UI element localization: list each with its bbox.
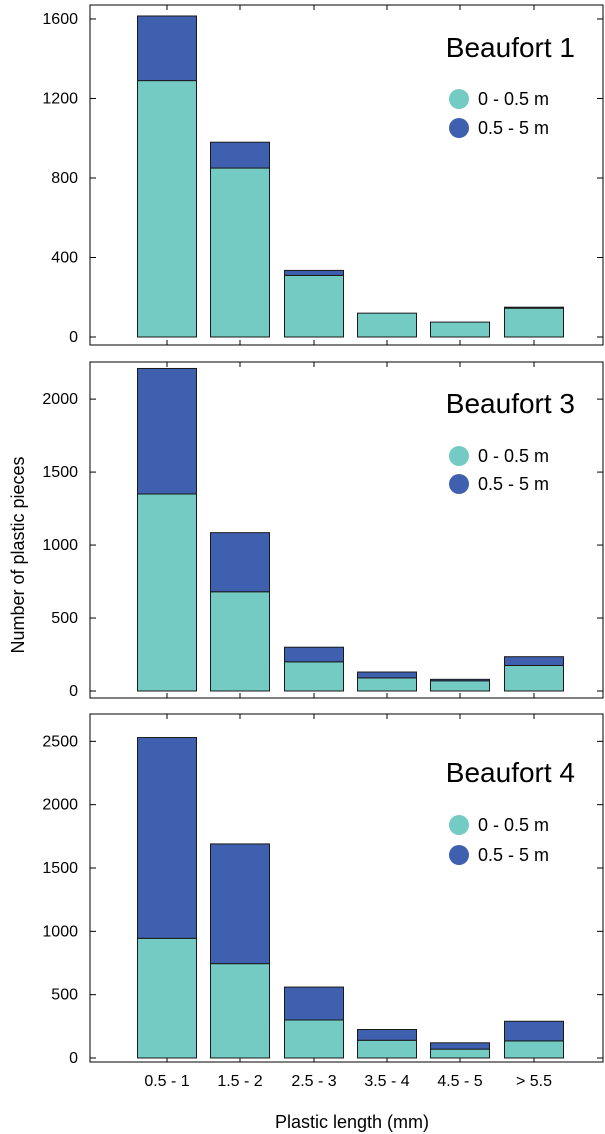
bar-0-0.5m bbox=[357, 1039, 417, 1059]
bar-0-0.5m bbox=[284, 274, 344, 338]
y-tick-label: 2000 bbox=[42, 391, 78, 408]
y-tick-label: 2000 bbox=[42, 797, 78, 814]
bar-0.5-5m bbox=[137, 15, 197, 82]
bar-0-0.5m bbox=[430, 680, 490, 692]
legend-label: 0 - 0.5 m bbox=[478, 89, 549, 109]
y-tick-label: 0 bbox=[69, 683, 78, 700]
bar-0.5-5m bbox=[284, 646, 344, 663]
bar-0.5-5m bbox=[430, 678, 490, 682]
panel-title: Beaufort 4 bbox=[446, 757, 575, 788]
bar-0-0.5m bbox=[284, 661, 344, 692]
panel-1: 0 400 800 1200 1600 Beaufort 1 0 - 0.5 m 0.5 - … bbox=[42, 4, 604, 346]
bar-0.5-5m bbox=[430, 1042, 490, 1050]
panel-frame bbox=[89, 361, 604, 699]
y-tick-label: 1600 bbox=[42, 11, 78, 28]
bar-0-0.5m bbox=[504, 1040, 564, 1059]
legend-label: 0.5 - 5 m bbox=[478, 118, 549, 138]
bar-0.5-5m bbox=[137, 737, 197, 939]
bar-0.5-5m bbox=[504, 656, 564, 666]
legend-marker bbox=[449, 118, 469, 138]
y-tick-label: 800 bbox=[51, 170, 78, 187]
bar-0.5-5m bbox=[504, 306, 564, 309]
legend-label: 0.5 - 5 m bbox=[478, 845, 549, 865]
panel-title: Beaufort 1 bbox=[446, 32, 575, 63]
bar-0-0.5m bbox=[210, 963, 270, 1059]
bar-0.5-5m bbox=[137, 367, 197, 495]
bar-0-0.5m bbox=[430, 1048, 490, 1059]
y-tick-label: 2500 bbox=[42, 733, 78, 750]
y-tick-label: 400 bbox=[51, 249, 78, 266]
y-tick-label: 1500 bbox=[42, 860, 78, 877]
bar-0-0.5m bbox=[137, 493, 197, 692]
x-tick-label: 4.5 - 5 bbox=[437, 1073, 482, 1090]
panel-title: Beaufort 3 bbox=[446, 388, 575, 419]
bar-0-0.5m bbox=[137, 80, 197, 338]
x-tick-label: 2.5 - 3 bbox=[291, 1073, 336, 1090]
panel-3: 0 500 1000 1500 2000 2500 Beaufort 4 0 - 0.5 m 0… bbox=[42, 713, 604, 1067]
x-tick-label: 3.5 - 4 bbox=[364, 1073, 409, 1090]
panel-2: 0 500 1000 1500 2000 Beaufort 3 0 - 0.5 m 0.5 -… bbox=[42, 361, 604, 700]
bar-0.5-5m bbox=[284, 986, 344, 1021]
panels-layer: 0 400 800 1200 1600 Beaufort 1 0 - 0.5 m 0.5 - … bbox=[42, 4, 604, 1090]
x-tick-label: > 5.5 bbox=[516, 1073, 552, 1090]
legend-label: 0 - 0.5 m bbox=[478, 815, 549, 835]
bar-0.5-5m bbox=[504, 1020, 564, 1042]
legend-marker bbox=[449, 446, 469, 466]
bar-0.5-5m bbox=[357, 1029, 417, 1041]
legend-label: 0.5 - 5 m bbox=[478, 474, 549, 494]
bar-0-0.5m bbox=[430, 321, 490, 338]
bar-0-0.5m bbox=[137, 937, 197, 1059]
y-tick-label: 1000 bbox=[42, 923, 78, 940]
panel-frame bbox=[89, 4, 604, 346]
legend-marker bbox=[449, 89, 469, 109]
panel-frame bbox=[89, 713, 604, 1063]
bar-0.5-5m bbox=[284, 269, 344, 276]
x-tick-label: 0.5 - 1 bbox=[144, 1073, 189, 1090]
bar-0-0.5m bbox=[210, 591, 270, 692]
y-tick-label: 500 bbox=[51, 610, 78, 627]
y-tick-label: 500 bbox=[51, 987, 78, 1004]
bar-0-0.5m bbox=[357, 312, 417, 338]
bar-0-0.5m bbox=[504, 307, 564, 338]
x-axis-title: Plastic length (mm) bbox=[275, 1112, 429, 1132]
legend-marker bbox=[449, 845, 469, 865]
y-tick-label: 1200 bbox=[42, 90, 78, 107]
x-tick-label: 1.5 - 2 bbox=[217, 1073, 262, 1090]
y-tick-label: 1500 bbox=[42, 464, 78, 481]
bar-0.5-5m bbox=[210, 532, 270, 593]
legend-marker bbox=[449, 815, 469, 835]
bar-0-0.5m bbox=[284, 1019, 344, 1059]
y-axis-title: Number of plastic pieces bbox=[8, 456, 28, 653]
y-tick-label: 0 bbox=[69, 329, 78, 346]
bar-0.5-5m bbox=[357, 671, 417, 679]
bar-0-0.5m bbox=[210, 167, 270, 338]
bar-0.5-5m bbox=[210, 141, 270, 169]
bar-0.5-5m bbox=[210, 843, 270, 965]
legend-marker bbox=[449, 474, 469, 494]
y-tick-label: 0 bbox=[69, 1050, 78, 1067]
bar-0-0.5m bbox=[357, 677, 417, 692]
legend-label: 0 - 0.5 m bbox=[478, 446, 549, 466]
y-tick-label: 1000 bbox=[42, 537, 78, 554]
bar-0-0.5m bbox=[504, 664, 564, 692]
